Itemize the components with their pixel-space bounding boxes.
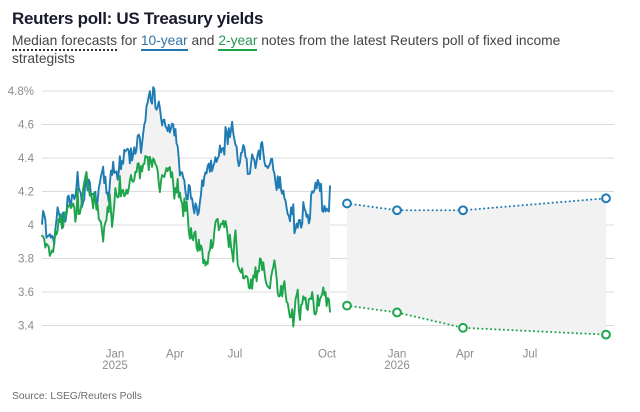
svg-text:Jan: Jan [388,349,407,361]
svg-text:Oct: Oct [318,349,337,361]
svg-text:2026: 2026 [384,360,410,372]
svg-text:2025: 2025 [102,360,128,372]
svg-text:3.4: 3.4 [18,321,35,333]
svg-text:Jul: Jul [228,349,243,361]
svg-text:4: 4 [28,220,35,232]
svg-text:4.2: 4.2 [18,187,34,199]
svg-text:Jul: Jul [523,349,538,361]
svg-text:3.6: 3.6 [18,287,34,299]
svg-text:4.6: 4.6 [18,120,34,132]
svg-text:Jan: Jan [106,349,125,361]
svg-text:Apr: Apr [166,349,184,361]
svg-text:3.8: 3.8 [18,254,34,266]
svg-text:4.4: 4.4 [18,153,35,165]
svg-text:Apr: Apr [456,349,474,361]
svg-text:4.8%: 4.8% [8,86,34,98]
